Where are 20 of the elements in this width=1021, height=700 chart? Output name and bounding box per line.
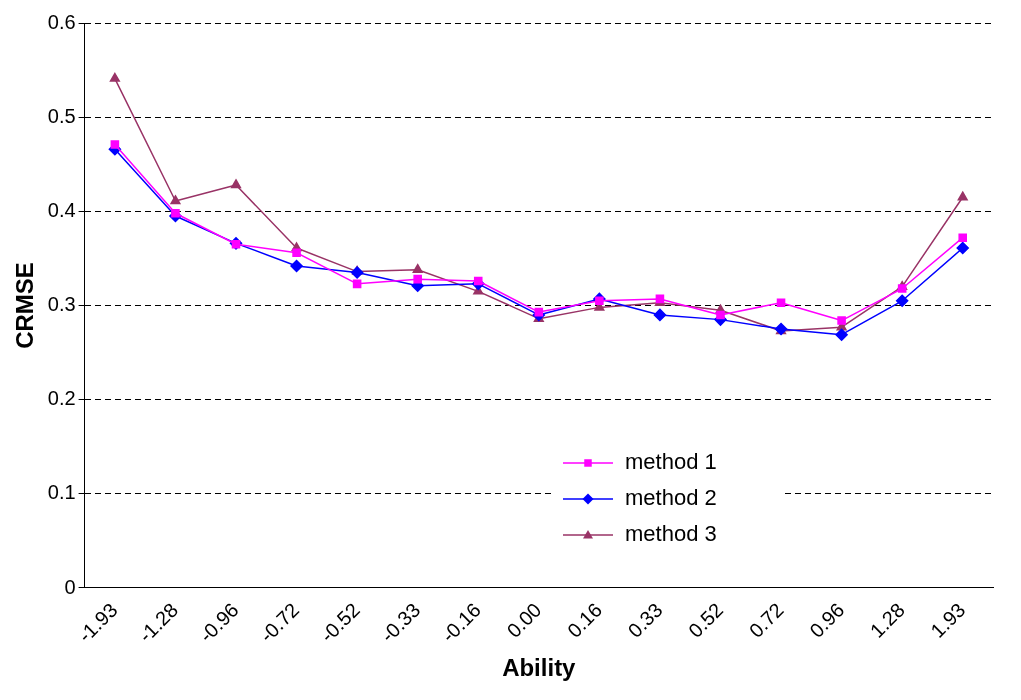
y-tick-label: 0.3 <box>47 293 76 316</box>
y-tick-label: 0.2 <box>47 387 76 410</box>
x-axis-title: Ability <box>502 654 577 682</box>
x-tick-label: 0.00 <box>502 598 546 642</box>
y-axis-title: CRMSE <box>11 262 39 349</box>
y-tick-label: 0.5 <box>47 104 76 127</box>
x-tick-label: 0.96 <box>805 598 849 642</box>
x-tick-label: 0.72 <box>744 598 788 642</box>
x-tick-label: 1.93 <box>926 598 970 642</box>
legend-label: method 3 <box>625 521 717 547</box>
legend-label: method 2 <box>625 485 717 511</box>
y-tick-label: 0.1 <box>47 481 76 504</box>
x-tick-label: 1.28 <box>865 598 909 642</box>
legend-label: method 1 <box>625 449 717 475</box>
x-tick-label: 0.16 <box>563 598 607 642</box>
x-tick-label: 0.33 <box>623 598 667 642</box>
y-tick-label: 0.6 <box>47 10 76 33</box>
y-tick-label: 0.4 <box>47 198 76 221</box>
x-tick-label: 0.52 <box>684 598 728 642</box>
y-tick-label: 0 <box>64 575 76 598</box>
